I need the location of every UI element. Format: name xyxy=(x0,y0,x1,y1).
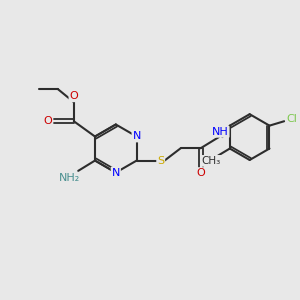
Text: N: N xyxy=(112,168,120,178)
Text: S: S xyxy=(157,156,164,166)
Text: O: O xyxy=(69,91,78,101)
Text: CH₃: CH₃ xyxy=(201,156,221,166)
Text: O: O xyxy=(196,168,205,178)
Text: N: N xyxy=(133,131,141,142)
Text: Cl: Cl xyxy=(286,114,297,124)
Text: NH₂: NH₂ xyxy=(59,173,80,183)
Text: NH: NH xyxy=(212,127,229,137)
Text: O: O xyxy=(43,116,52,126)
